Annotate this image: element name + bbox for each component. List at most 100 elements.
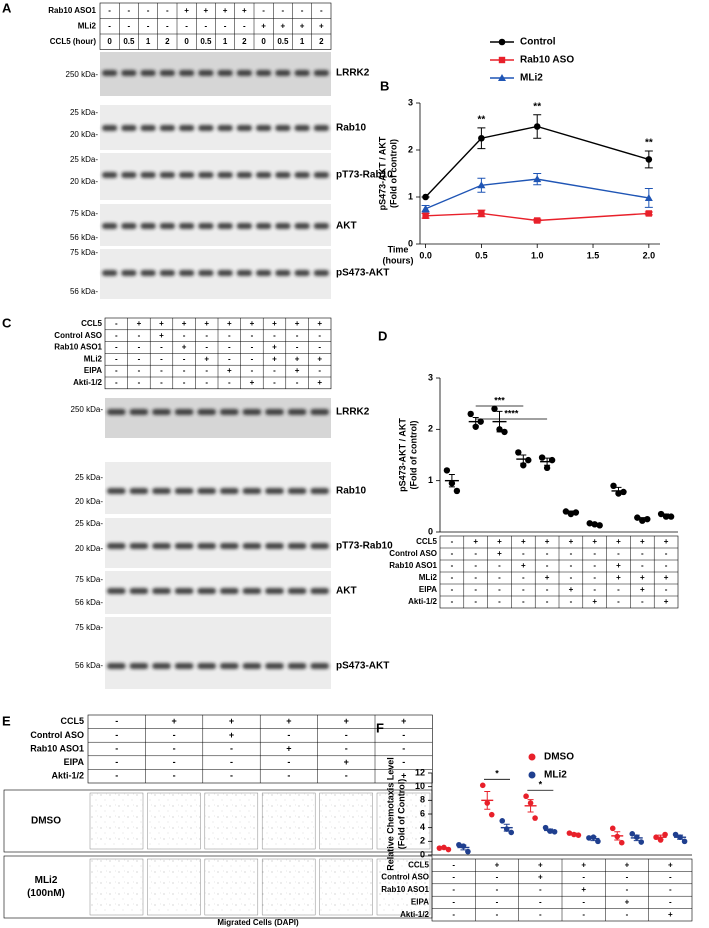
- condition-cell: +: [640, 573, 645, 582]
- condition-name: Akti-1/2: [73, 378, 102, 387]
- significance: **: [533, 101, 541, 112]
- condition-cell: -: [402, 757, 405, 767]
- blot-band: [294, 70, 310, 76]
- blot-background: [100, 52, 331, 96]
- condition-cell: -: [593, 561, 596, 570]
- legend-label: MLi2: [544, 770, 567, 781]
- data-point: [681, 838, 688, 845]
- blot-band: [140, 223, 156, 229]
- error-bar: [544, 457, 551, 466]
- data-point: [488, 811, 495, 818]
- x-axis-label: (hours): [383, 255, 414, 265]
- data-point: [595, 838, 601, 845]
- condition-cell: -: [345, 730, 348, 740]
- blot-band: [242, 409, 262, 415]
- blot-band: [294, 223, 310, 229]
- blot-band: [220, 588, 239, 594]
- condition-cell: -: [496, 885, 499, 894]
- condition-name: Akti-1/2: [51, 771, 84, 781]
- condition-name: Rab10 ASO1: [48, 6, 96, 15]
- blot-band: [159, 270, 175, 276]
- blot-band: [102, 270, 118, 276]
- condition-cell: +: [538, 873, 543, 882]
- condition-cell: -: [115, 343, 118, 352]
- condition-cell: -: [301, 6, 304, 15]
- data-point: [542, 824, 549, 831]
- condition-cell: +: [569, 537, 574, 546]
- blot-band: [287, 588, 307, 594]
- y-tick-label: 3: [428, 372, 433, 382]
- condition-name: CCL5: [416, 537, 437, 546]
- condition-cell: -: [230, 771, 233, 781]
- blot-band: [242, 663, 262, 669]
- condition-cell: -: [108, 21, 111, 30]
- condition-cell: -: [205, 378, 208, 387]
- y-tick-label: 2: [428, 424, 433, 434]
- condition-cell: -: [669, 873, 672, 882]
- microscopy-cells: [90, 793, 143, 849]
- condition-cell: -: [262, 6, 265, 15]
- condition-name: CCL5 (hour): [50, 37, 97, 46]
- data-point: [508, 829, 515, 836]
- condition-cell: 0: [107, 37, 112, 46]
- condition-cell: -: [474, 585, 477, 594]
- condition-cell: +: [272, 343, 277, 352]
- condition-cell: +: [229, 716, 234, 726]
- condition-cell: -: [160, 378, 163, 387]
- size-marker: 75 kDa-: [75, 623, 103, 632]
- blot-band: [256, 223, 272, 229]
- condition-cell: +: [495, 860, 500, 869]
- size-marker: 56 kDa-: [75, 661, 103, 670]
- condition-name: MLi2: [84, 354, 103, 363]
- blot-band: [179, 223, 195, 229]
- blot-band: [275, 270, 291, 276]
- condition-cell: +: [184, 6, 189, 15]
- data-point: [491, 405, 498, 412]
- condition-cell: -: [498, 573, 501, 582]
- blot-band: [265, 488, 284, 494]
- data-point: [618, 839, 625, 846]
- condition-cell: 2: [165, 37, 170, 46]
- blot-band: [236, 172, 252, 178]
- blot-band: [179, 70, 195, 76]
- condition-cell: -: [626, 885, 629, 894]
- condition-cell: -: [582, 873, 585, 882]
- blot-band: [140, 125, 156, 131]
- condition-name: Control ASO: [30, 730, 84, 740]
- data-point: [422, 212, 429, 219]
- blot-band: [140, 172, 156, 178]
- blot-band: [275, 172, 291, 178]
- condition-cell: -: [546, 561, 549, 570]
- blot-band: [121, 125, 137, 131]
- condition-cell: -: [617, 585, 620, 594]
- data-point: [538, 454, 546, 461]
- condition-cell: +: [229, 730, 234, 740]
- condition-cell: -: [224, 21, 227, 30]
- condition-cell: -: [320, 6, 323, 15]
- data-point: [478, 210, 485, 217]
- blot-band: [220, 409, 239, 415]
- condition-cell: -: [570, 597, 573, 606]
- condition-cell: -: [108, 6, 111, 15]
- blot-band: [310, 663, 329, 669]
- blot-label: AKT: [336, 221, 357, 232]
- size-marker: 25 kDa-: [75, 519, 103, 528]
- data-point: [467, 410, 474, 418]
- blot-band: [179, 172, 195, 178]
- condition-cell: -: [166, 21, 169, 30]
- blot-band: [102, 223, 118, 229]
- size-marker: 75 kDa-: [70, 248, 98, 257]
- y-axis-label: (Fold of Control): [396, 779, 406, 849]
- image-row-label: MLi2: [35, 875, 58, 886]
- condition-cell: -: [273, 331, 276, 340]
- condition-cell: 0: [184, 37, 189, 46]
- condition-cell: 2: [319, 37, 324, 46]
- blot-band: [313, 70, 329, 76]
- blot-band: [287, 488, 307, 494]
- blot-label: Rab10: [336, 486, 366, 497]
- blot-band: [265, 409, 284, 415]
- condition-cell: +: [286, 716, 291, 726]
- condition-cell: -: [160, 354, 163, 363]
- condition-cell: +: [521, 537, 526, 546]
- condition-cell: -: [593, 573, 596, 582]
